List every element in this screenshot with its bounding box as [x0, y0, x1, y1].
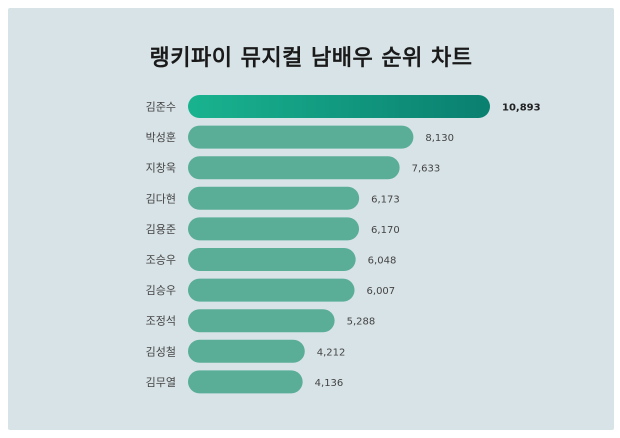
category-label: 김승우 [146, 284, 176, 297]
value-label: 4,136 [315, 378, 344, 389]
value-label: 5,288 [347, 317, 376, 328]
category-label: 박성훈 [146, 131, 176, 144]
category-label: 조승우 [146, 254, 176, 267]
bar [188, 156, 400, 180]
category-label: 김성철 [146, 345, 176, 358]
bar [188, 95, 490, 118]
category-label: 조정석 [146, 315, 176, 328]
value-label: 10,893 [502, 103, 541, 114]
value-label: 6,170 [371, 225, 400, 236]
category-label: 김무열 [146, 376, 176, 389]
bar [188, 186, 360, 210]
chart-title: 랭키파이 뮤지컬 남배우 순위 차트 [149, 46, 473, 71]
chart-card: 랭키파이 뮤지컬 남배우 순위 차트 김준수 10,893 박성훈 8,130 지창욱 7… [8, 8, 614, 430]
value-label: 8,130 [425, 133, 454, 144]
bar [188, 125, 414, 149]
bar [188, 309, 335, 333]
value-label: 6,173 [371, 194, 400, 205]
category-label: 지창욱 [146, 162, 176, 175]
value-label: 6,007 [367, 286, 396, 297]
bar [188, 278, 355, 302]
bar [188, 217, 360, 241]
value-label: 7,633 [412, 164, 441, 175]
bar-chart: 김준수 10,893 박성훈 8,130 지창욱 7,633 김다현 6,173 김용준 6,17… [146, 95, 541, 394]
value-label: 6,048 [368, 256, 397, 267]
bar [188, 339, 305, 363]
bar [188, 248, 356, 271]
bar [188, 370, 303, 394]
value-label: 4,212 [317, 347, 346, 358]
category-label: 김용준 [146, 223, 176, 236]
category-label: 김다현 [146, 192, 176, 205]
category-label: 김준수 [146, 101, 176, 114]
